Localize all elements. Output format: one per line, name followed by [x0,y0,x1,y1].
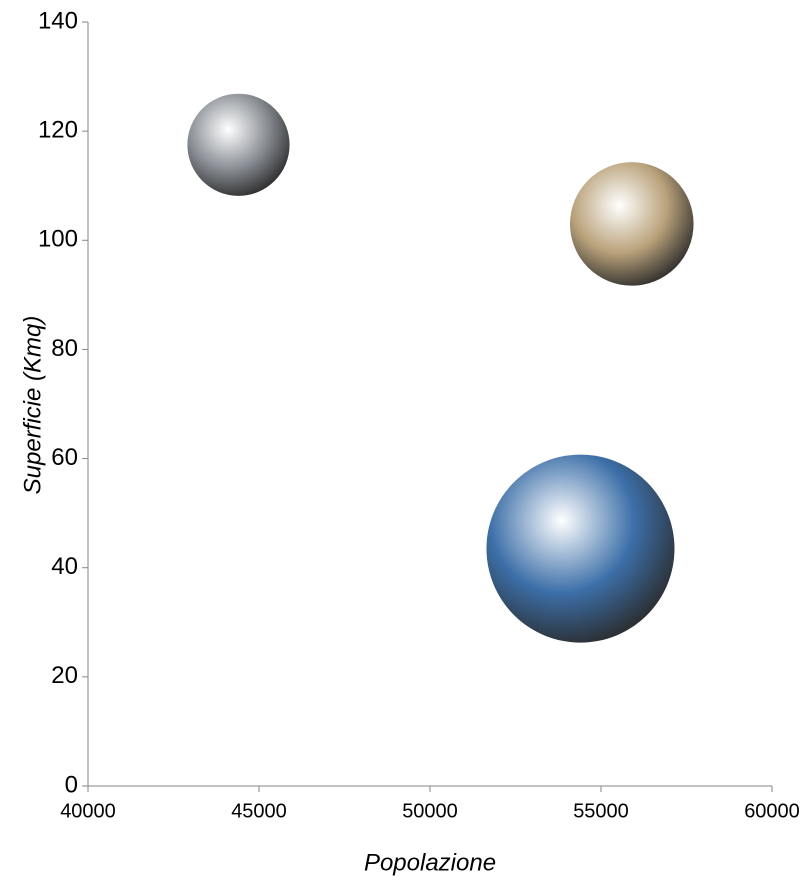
bubble [486,454,675,643]
y-tick-label: 0 [65,771,78,798]
bubble [570,162,694,286]
y-tick-label: 60 [51,444,78,471]
x-tick-label: 50000 [402,800,458,822]
x-tick-label: 45000 [231,800,287,822]
x-axis-title: Popolazione [364,849,496,876]
x-tick-label: 40000 [60,800,116,822]
x-tick-label: 55000 [573,800,629,822]
y-tick-label: 40 [51,553,78,580]
x-tick-label: 60000 [744,800,800,822]
y-tick-label: 120 [38,116,78,143]
y-tick-label: 140 [38,7,78,34]
y-axis-title: Superficie (Kmq) [19,316,46,495]
y-tick-label: 20 [51,662,78,689]
bubble [187,93,290,196]
y-tick-label: 80 [51,335,78,362]
y-tick-label: 100 [38,226,78,253]
